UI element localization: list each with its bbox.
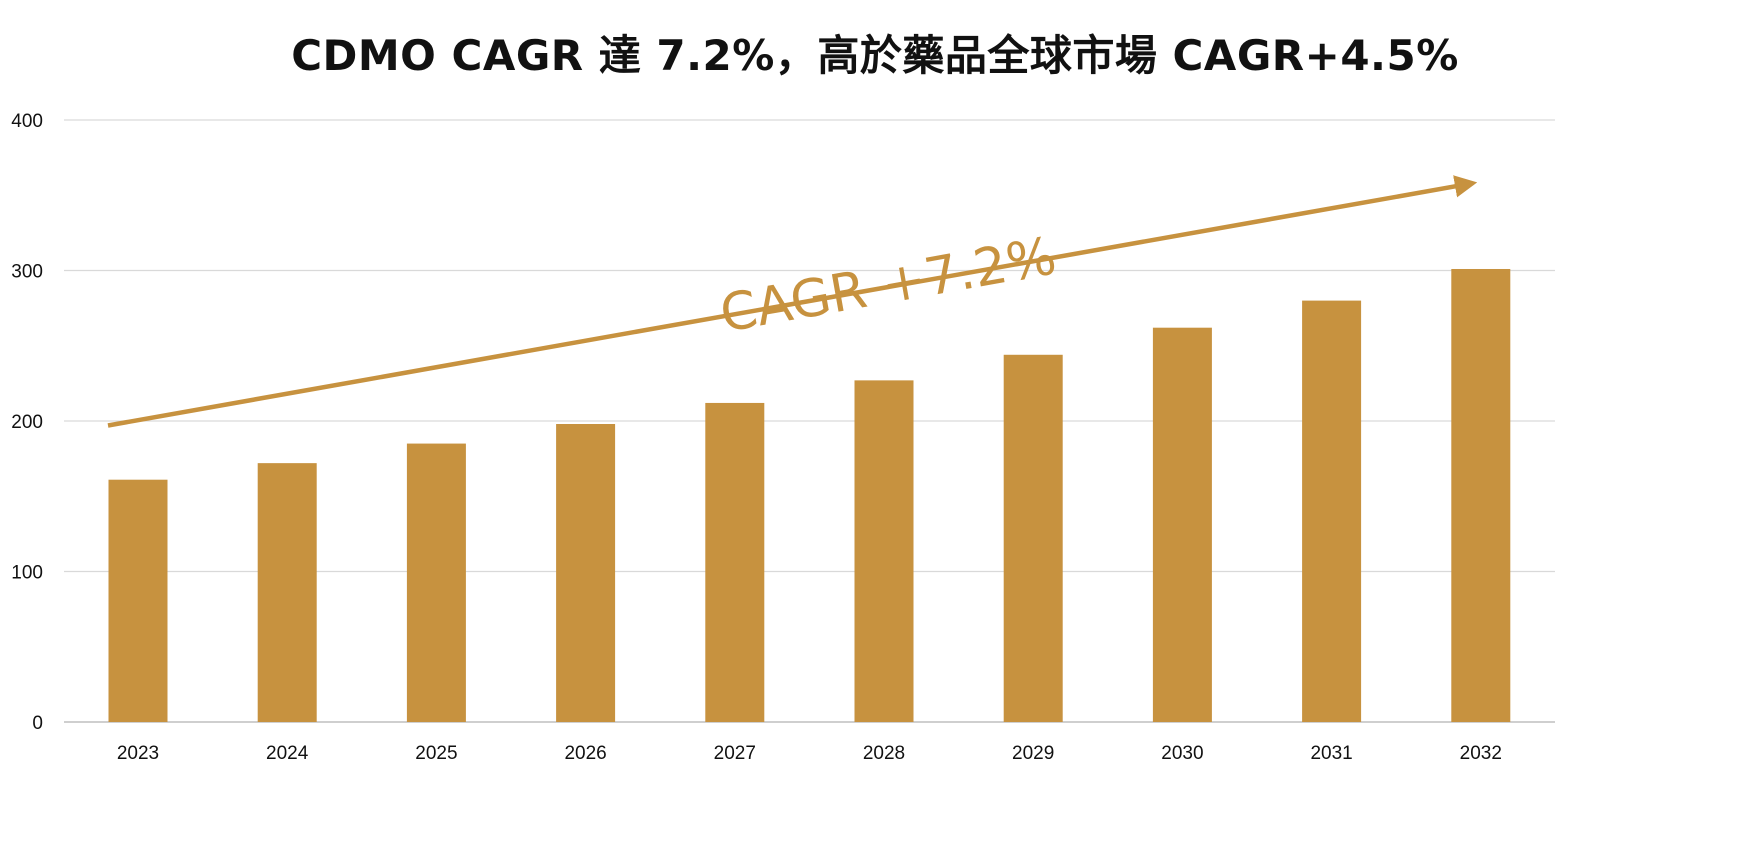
bar-2028: [854, 380, 914, 722]
x-tick-label: 2030: [1161, 743, 1203, 764]
x-tick-label: 2023: [117, 743, 159, 764]
x-tick-label: 2029: [1012, 743, 1054, 764]
bar-2027: [705, 402, 765, 722]
x-tick-label: 2028: [863, 743, 905, 764]
bar-2024: [257, 463, 317, 722]
bar-2031: [1302, 300, 1362, 722]
x-tick-label: 2031: [1310, 743, 1352, 764]
trend-arrow: [107, 175, 1478, 428]
x-tick-label: 2026: [564, 743, 606, 764]
chart-title: CDMO CAGR 達 7.2%，高於藥品全球市場 CAGR+4.5%: [291, 31, 1459, 80]
bar-2032: [1451, 268, 1511, 722]
x-tick-label: 2025: [415, 743, 457, 764]
trend-annotation-label: CAGR +7.2%: [716, 226, 1061, 344]
x-tick-label: 2024: [266, 743, 309, 764]
cagr-trend: CAGR +7.2%: [107, 175, 1478, 428]
x-tick-label: 2027: [714, 743, 756, 764]
y-tick-label: 300: [11, 262, 43, 283]
y-tick-label: 100: [11, 563, 43, 584]
y-axis-ticks: 0 100 200 300 400: [11, 111, 43, 734]
bar-2025: [406, 443, 466, 722]
x-tick-label: 2032: [1460, 743, 1502, 764]
y-tick-label: 200: [11, 412, 43, 433]
x-axis-ticks: 2023 2024 2025 2026 2027 2028 2029 2030 2031 2032: [117, 743, 1502, 764]
bar-2029: [1003, 354, 1063, 722]
y-tick-label: 400: [11, 111, 43, 132]
bars: [108, 268, 1511, 722]
bar-2026: [556, 424, 616, 722]
bar-2023: [108, 479, 168, 722]
y-tick-label: 0: [32, 713, 43, 734]
bar-2030: [1152, 327, 1212, 722]
